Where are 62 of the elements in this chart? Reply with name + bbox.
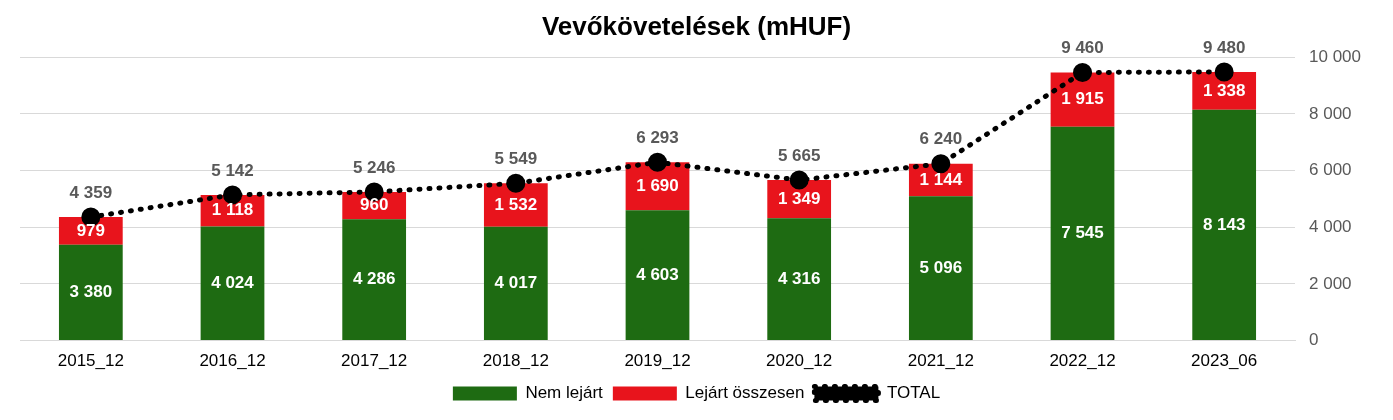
y-tick-label: 4 000 <box>1309 216 1352 236</box>
point <box>789 170 809 190</box>
data-label: 1 915 <box>1061 89 1104 109</box>
x-tick-label: 2023_06 <box>1191 351 1258 371</box>
x-tick-label: 2016_12 <box>199 351 266 371</box>
data-label: 1 349 <box>777 188 821 208</box>
point <box>931 154 951 174</box>
data-label: 979 <box>76 220 106 240</box>
bar <box>1192 109 1257 341</box>
data-label: 5 096 <box>919 257 963 277</box>
bar <box>625 210 690 341</box>
data-label: 8 143 <box>1202 214 1246 234</box>
chart-title: Vevőkövetelések (mHUF) <box>541 10 852 41</box>
data-label: 4 316 <box>777 268 821 288</box>
data-label: 5 246 <box>352 157 396 177</box>
bar <box>200 226 265 341</box>
data-label: 1 690 <box>636 175 679 195</box>
data-label: 1 338 <box>1202 80 1246 100</box>
y-tick-label: 6 000 <box>1309 160 1352 180</box>
data-label: 6 240 <box>919 129 963 149</box>
data-label: 4 286 <box>352 269 396 289</box>
data-label: 6 293 <box>636 127 679 147</box>
y-tick-label: 2 000 <box>1309 273 1352 293</box>
point <box>506 173 526 193</box>
bar <box>1050 126 1115 341</box>
data-label: 4 603 <box>636 264 679 284</box>
point <box>1214 62 1234 82</box>
data-label: 9 480 <box>1202 37 1246 57</box>
legend-label: Lejárt összesen <box>685 383 805 403</box>
point <box>223 185 242 205</box>
data-label: 4 359 <box>69 182 113 202</box>
data-label: 4 024 <box>211 273 255 293</box>
data-label: 1 118 <box>211 200 254 220</box>
bar <box>342 219 407 341</box>
y-tick-label: 8 000 <box>1309 103 1352 123</box>
x-tick-label: 2018_12 <box>482 351 549 371</box>
y-tick-label: 10 000 <box>1309 46 1361 66</box>
legend-label: TOTAL <box>886 383 941 403</box>
data-label: 9 460 <box>1061 38 1104 58</box>
point <box>648 152 667 172</box>
x-tick-label: 2021_12 <box>907 351 974 371</box>
x-tick-label: 2022_12 <box>1049 351 1116 371</box>
data-label: 5 549 <box>494 149 538 169</box>
data-label: 960 <box>359 195 389 215</box>
data-label: 3 380 <box>69 282 113 302</box>
point <box>1073 63 1092 82</box>
x-tick-label: 2020_12 <box>766 351 833 371</box>
data-label: 5 665 <box>777 145 821 165</box>
legend-label: Nem lejárt <box>525 383 604 403</box>
y-tick-label: 0 <box>1309 330 1319 350</box>
data-label: 7 545 <box>1061 223 1104 243</box>
bar <box>767 218 832 341</box>
x-tick-label: 2019_12 <box>624 351 691 371</box>
data-label: 1 144 <box>919 169 963 189</box>
data-label: 5 142 <box>211 160 254 180</box>
data-label: 4 017 <box>494 273 538 293</box>
x-tick-label: 2017_12 <box>341 351 408 371</box>
x-tick-label: 2015_12 <box>57 351 124 371</box>
bar <box>58 244 123 341</box>
bar <box>483 226 548 341</box>
bar <box>908 196 973 341</box>
data-label: 1 532 <box>494 194 538 214</box>
